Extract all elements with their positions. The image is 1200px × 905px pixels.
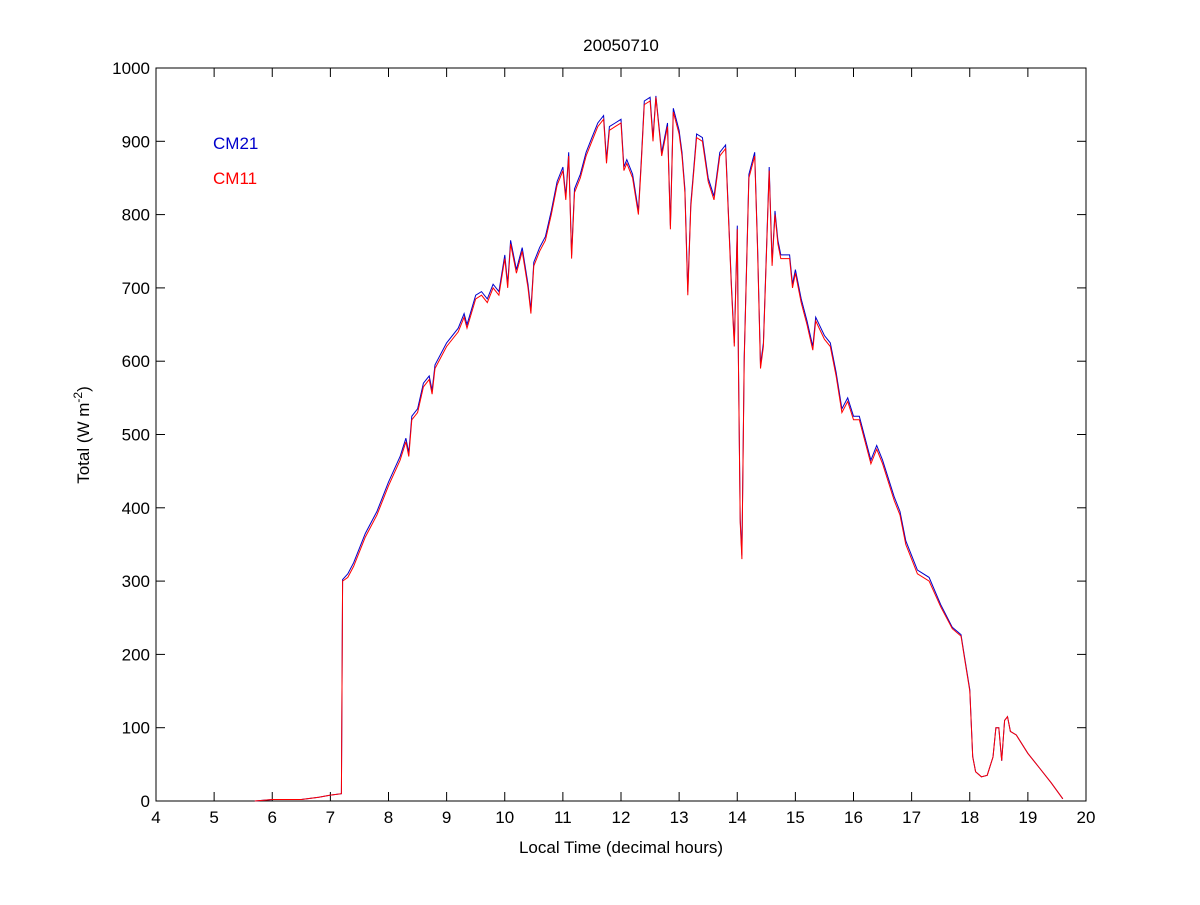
y-axis-label-close: ) [74,386,93,392]
x-tick-label: 8 [384,808,393,827]
x-tick-label: 4 [151,808,160,827]
x-tick-label: 7 [326,808,335,827]
legend-entry-cm21: CM21 [213,134,258,153]
x-tick-label: 11 [554,808,572,827]
x-tick-label: 20 [1077,808,1096,827]
x-tick-label: 6 [268,808,277,827]
y-tick-label: 100 [122,719,150,738]
x-tick-label: 10 [495,808,514,827]
y-tick-label: 800 [122,206,150,225]
x-tick-label: 5 [209,808,218,827]
axis-ticks: 4 5 6 7 8 9 10 11 12 13 14 15 16 17 18 19 20010020030040… [112,59,1095,827]
y-tick-label: 400 [122,499,150,518]
series-lines [254,95,1064,802]
x-tick-label: 9 [442,808,451,827]
y-tick-label: 300 [122,572,150,591]
x-tick-label: 14 [728,808,747,827]
y-tick-label: 500 [122,426,150,445]
x-tick-label: 12 [612,808,631,827]
y-tick-label: 900 [122,132,150,151]
x-axis-label: Local Time (decimal hours) [519,838,723,857]
y-tick-label: 1000 [112,59,150,78]
y-tick-label: 700 [122,279,150,298]
plot-area [155,67,1087,802]
y-tick-label: 600 [122,352,150,371]
chart-title: 20050710 [583,36,659,55]
y-tick-label: 200 [122,645,150,664]
x-tick-label: 15 [786,808,805,827]
y-axis-label: Total (W m-2) [71,386,93,484]
y-axis-label-main: Total (W m [74,403,93,484]
series-line-cm11 [254,97,1064,802]
y-axis-label-superscript: -2 [71,392,85,403]
y-tick-label: 0 [141,792,150,811]
x-tick-label: 16 [844,808,863,827]
x-tick-label: 13 [670,808,689,827]
x-tick-label: 17 [902,808,921,827]
x-tick-label: 18 [960,808,979,827]
x-tick-label: 19 [1018,808,1037,827]
legend-entry-cm11: CM11 [213,169,257,188]
